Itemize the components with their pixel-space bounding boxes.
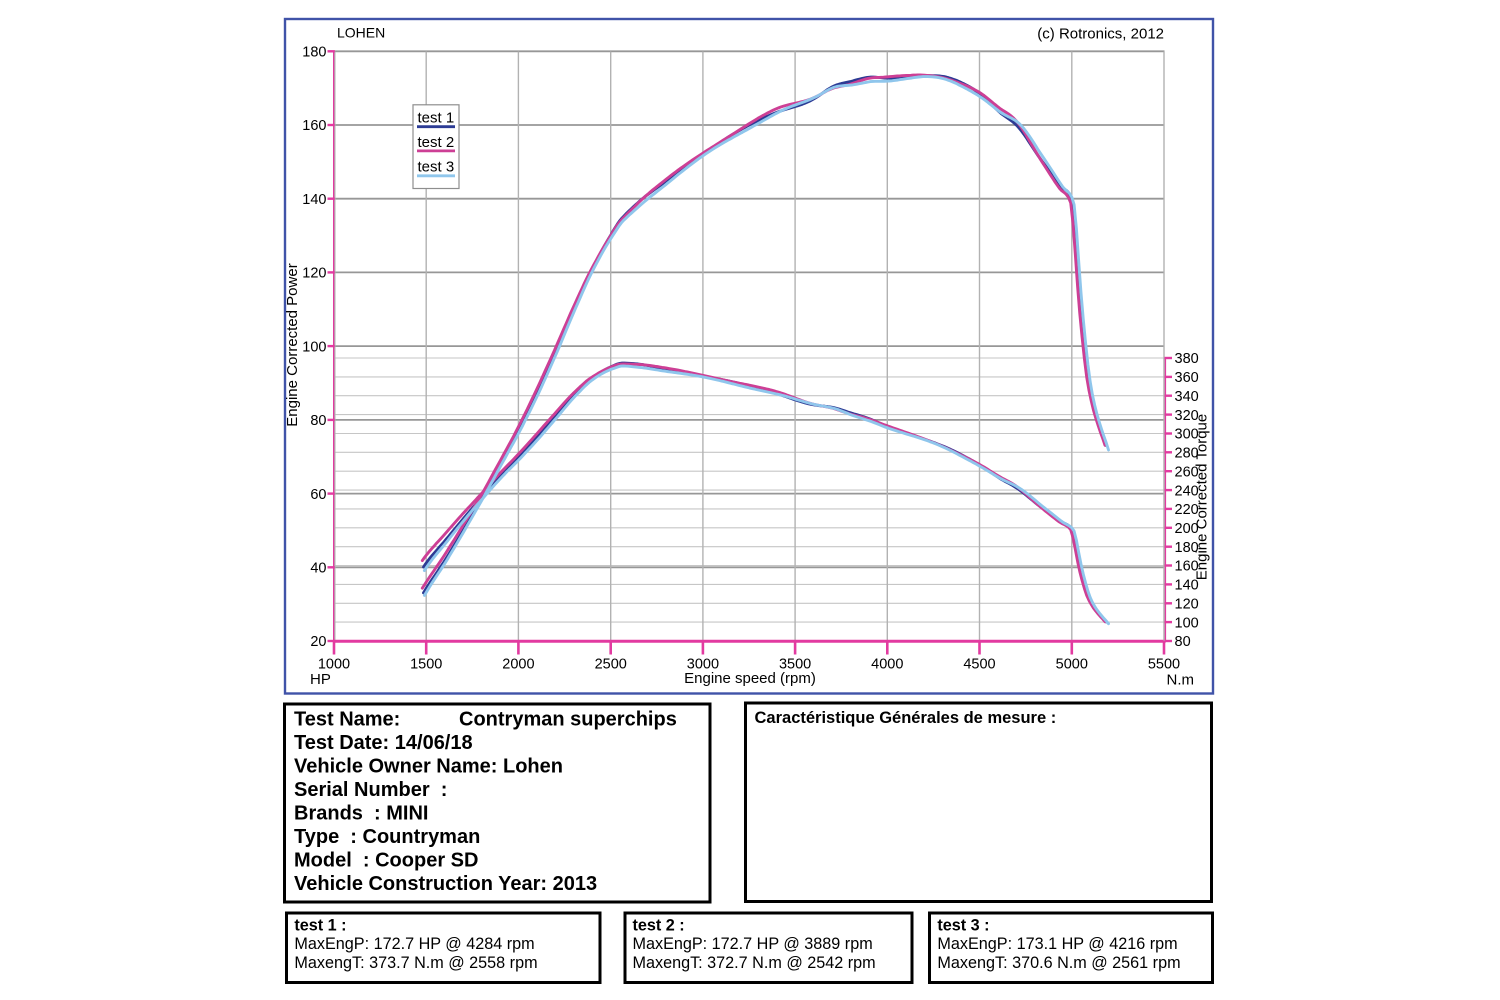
svg-text:Test Name:: Test Name:	[294, 708, 400, 730]
svg-text:LOHEN: LOHEN	[337, 25, 385, 41]
svg-text:160: 160	[1175, 559, 1199, 575]
svg-text:360: 360	[1175, 370, 1199, 386]
svg-text:test 1 :: test 1 :	[294, 917, 346, 935]
svg-text:MaxEngP: 173.1 HP @ 4216 rpm: MaxEngP: 173.1 HP @ 4216 rpm	[937, 935, 1177, 953]
svg-text:160: 160	[302, 118, 326, 134]
svg-text:80: 80	[310, 413, 326, 429]
svg-text:300: 300	[1175, 427, 1199, 443]
svg-text:4500: 4500	[963, 657, 995, 673]
svg-text:Vehicle Owner Name: Lohen: Vehicle Owner Name: Lohen	[294, 755, 563, 777]
svg-text:Model : Cooper SD: Model : Cooper SD	[294, 849, 478, 871]
svg-text:4000: 4000	[871, 657, 903, 673]
svg-text:test 2: test 2	[418, 134, 455, 151]
svg-text:120: 120	[1175, 597, 1199, 613]
svg-text:(c) Rotronics, 2012: (c) Rotronics, 2012	[1037, 26, 1164, 43]
svg-text:Engine Corrected Power: Engine Corrected Power	[284, 263, 301, 426]
svg-text:180: 180	[302, 45, 326, 61]
svg-text:100: 100	[1175, 615, 1199, 631]
svg-text:MaxEngP: 172.7 HP @ 4284 rpm: MaxEngP: 172.7 HP @ 4284 rpm	[294, 935, 534, 953]
svg-text:220: 220	[1175, 502, 1199, 518]
svg-text:140: 140	[302, 192, 326, 208]
svg-text:260: 260	[1175, 464, 1199, 480]
svg-text:120: 120	[302, 266, 326, 282]
svg-text:80: 80	[1175, 634, 1191, 650]
svg-text:test 3 :: test 3 :	[937, 917, 989, 935]
svg-text:MaxengT: 370.6 N.m @ 2561 rpm: MaxengT: 370.6 N.m @ 2561 rpm	[937, 954, 1180, 972]
svg-text:320: 320	[1175, 408, 1199, 424]
svg-text:20: 20	[310, 634, 326, 650]
svg-text:Type : Countryman: Type : Countryman	[294, 826, 480, 848]
svg-text:280: 280	[1175, 446, 1199, 462]
svg-text:test 2 :: test 2 :	[633, 917, 685, 935]
svg-text:Vehicle Construction Year: 201: Vehicle Construction Year: 2013	[294, 873, 597, 895]
svg-text:60: 60	[310, 487, 326, 503]
svg-text:200: 200	[1175, 521, 1199, 537]
svg-text:Brands : MINI: Brands : MINI	[294, 802, 428, 824]
svg-text:3500: 3500	[779, 657, 811, 673]
svg-text:180: 180	[1175, 540, 1199, 556]
svg-text:Caractéristique Générales de m: Caractéristique Générales de mesure :	[755, 709, 1057, 727]
svg-text:Engine Corrected Torque: Engine Corrected Torque	[1194, 414, 1211, 581]
svg-text:test 1: test 1	[418, 110, 455, 127]
svg-text:3000: 3000	[687, 657, 719, 673]
svg-text:test 3: test 3	[418, 159, 455, 176]
svg-text:1500: 1500	[410, 657, 442, 673]
svg-text:100: 100	[302, 339, 326, 355]
svg-text:5500: 5500	[1148, 657, 1180, 673]
svg-text:N.m: N.m	[1167, 672, 1195, 689]
svg-text:1000: 1000	[318, 657, 350, 673]
svg-text:2000: 2000	[502, 657, 534, 673]
svg-text:MaxengT: 373.7 N.m @ 2558 rpm: MaxengT: 373.7 N.m @ 2558 rpm	[294, 954, 537, 972]
svg-text:Serial Number :: Serial Number :	[294, 779, 447, 801]
svg-text:340: 340	[1175, 389, 1199, 405]
svg-text:5000: 5000	[1056, 657, 1088, 673]
svg-text:HP: HP	[310, 671, 331, 688]
svg-text:380: 380	[1175, 351, 1199, 367]
svg-text:2500: 2500	[595, 657, 627, 673]
svg-text:Engine speed (rpm): Engine speed (rpm)	[684, 670, 816, 687]
svg-text:Contryman superchips: Contryman superchips	[459, 708, 677, 730]
svg-text:Test Date: 14/06/18: Test Date: 14/06/18	[294, 732, 473, 754]
svg-text:240: 240	[1175, 483, 1199, 499]
svg-text:40: 40	[310, 561, 326, 577]
svg-text:MaxEngP: 172.7 HP @ 3889 rpm: MaxEngP: 172.7 HP @ 3889 rpm	[633, 935, 873, 953]
svg-text:140: 140	[1175, 578, 1199, 594]
svg-text:MaxengT: 372.7 N.m @ 2542 rpm: MaxengT: 372.7 N.m @ 2542 rpm	[633, 954, 876, 972]
